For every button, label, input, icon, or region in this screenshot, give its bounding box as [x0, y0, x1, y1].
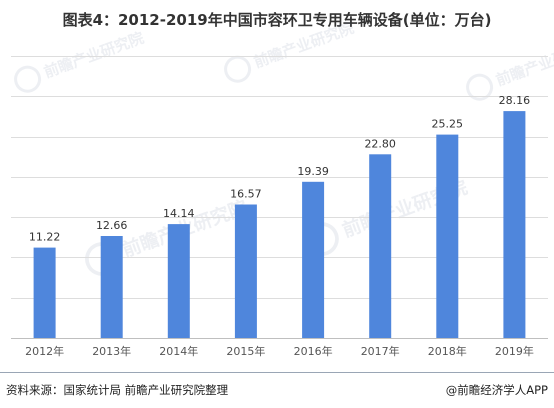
bar: [33, 247, 56, 338]
value-label: 14.14: [163, 207, 195, 220]
value-label: 19.39: [297, 165, 329, 178]
watermarks: 前瞻产业研究院前瞻产业研究院前瞻产业研究院前瞻产业研究院前瞻产业研究院: [14, 19, 554, 276]
bar: [503, 111, 526, 338]
x-tick-label: 2013年: [92, 344, 131, 358]
x-tick-label: 2012年: [25, 344, 64, 358]
value-label: 28.16: [499, 94, 531, 107]
bars: [33, 111, 526, 338]
x-tick-label: 2014年: [159, 344, 198, 358]
x-tick-label: 2015年: [226, 344, 265, 358]
brand-credit: @前瞻经济学人APP: [445, 383, 548, 397]
x-tick-label: 2016年: [294, 344, 333, 358]
value-labels: 11.22 12.66 14.14 16.57 19.39 22.80 25.25 28.16: [29, 94, 530, 244]
bar: [369, 154, 392, 338]
source-note: 资料来源：国家统计局 前瞻产业研究院整理: [6, 383, 229, 397]
footer: 资料来源：国家统计局 前瞻产业研究院整理 @前瞻经济学人APP: [0, 372, 554, 408]
x-tick-label: 2019年: [495, 344, 534, 358]
value-label: 22.80: [364, 137, 396, 150]
value-label: 16.57: [230, 188, 262, 201]
watermark-logo-icon: [14, 65, 42, 93]
bar: [100, 236, 123, 338]
value-label: 25.25: [432, 118, 464, 131]
bar: [436, 134, 459, 338]
watermark-text: 前瞻产业研究院: [493, 37, 554, 90]
watermark: 前瞻产业研究院: [14, 29, 146, 93]
bar: [302, 181, 325, 338]
x-tick-label: 2017年: [361, 344, 400, 358]
value-label: 12.66: [96, 219, 128, 232]
watermark-text: 前瞻产业研究院: [41, 29, 146, 82]
bar: [167, 224, 190, 338]
chart-title: 图表4：2012-2019年中国市容环卫专用车辆设备(单位：万台): [62, 11, 492, 29]
gridlines: [11, 56, 548, 339]
bar: [234, 204, 257, 338]
watermark: 前瞻产业研究院: [466, 37, 554, 101]
watermark-logo-icon: [466, 73, 494, 101]
value-label: 11.22: [29, 231, 61, 244]
watermark: 前瞻产业研究院: [224, 19, 356, 83]
watermark-text: 前瞻产业研究院: [251, 19, 356, 72]
x-tick-label: 2018年: [428, 344, 467, 358]
x-tick-labels: 2012年 2013年 2014年 2015年 2016年 2017年 2018年 2019年: [25, 344, 534, 358]
watermark-logo-icon: [224, 55, 252, 83]
